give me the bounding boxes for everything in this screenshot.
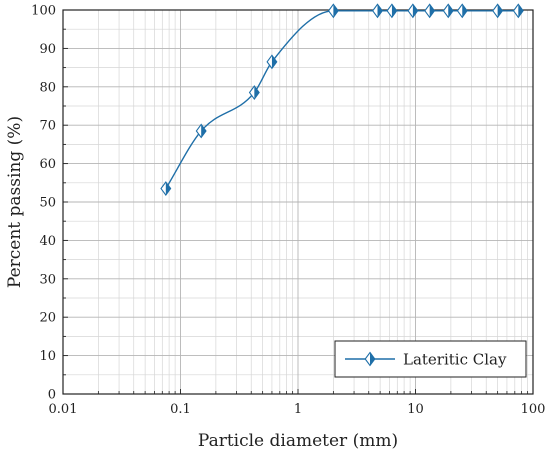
diamond-marker-fill [462, 4, 468, 18]
x-axis-title: Particle diameter (mm) [198, 431, 398, 451]
y-tick-label: 70 [39, 119, 56, 134]
data-point-marker [407, 3, 419, 19]
data-point-marker [248, 85, 260, 100]
x-tick-label: 1 [294, 402, 302, 417]
y-tick-label: 60 [39, 157, 56, 172]
diamond-marker-fill [370, 352, 375, 366]
diamond-marker-fill [333, 4, 339, 18]
diamond-marker-fill [518, 4, 524, 18]
axis-ticks [62, 9, 534, 395]
data-point-marker [512, 3, 524, 19]
legend-marker-icon [364, 351, 376, 367]
data-point-marker [442, 3, 454, 19]
legend: Lateritic Clay [334, 340, 527, 378]
y-tick-label: 10 [39, 349, 56, 364]
diamond-marker-fill [201, 124, 206, 138]
y-tick-label: 100 [31, 4, 56, 19]
data-point-marker [456, 3, 468, 19]
y-tick-label: 80 [39, 80, 56, 95]
legend-diamond-marker [364, 351, 376, 367]
x-tick-label: 0.1 [170, 402, 191, 417]
diamond-marker-fill [412, 4, 418, 18]
y-axis-title: Percent passing (%) [5, 116, 25, 288]
diamond-marker-fill [497, 4, 503, 18]
data-point-marker [424, 3, 436, 19]
x-tick-label: 10 [407, 402, 424, 417]
data-point-marker [195, 123, 207, 139]
diamond-marker-fill [377, 4, 383, 18]
y-tick-label: 50 [39, 196, 56, 211]
data-point-marker [160, 181, 172, 196]
y-tick-label: 30 [39, 272, 56, 287]
data-point-marker [492, 3, 504, 19]
diamond-marker-fill [271, 55, 277, 69]
diamond-marker-fill [165, 182, 171, 196]
data-point-marker [372, 3, 383, 19]
y-tick-label: 20 [39, 311, 56, 326]
y-tick-label: 40 [39, 234, 56, 249]
x-tick-label: 0.01 [49, 402, 78, 417]
series-line-lateritic-clay [165, 10, 519, 189]
x-tick-label: 100 [521, 402, 546, 417]
data-point-marker [266, 54, 278, 70]
diamond-marker-fill [429, 4, 435, 18]
data-point-marker [327, 3, 339, 19]
data-point-marker [386, 3, 398, 19]
y-axis-tick-labels: 0 10 20 30 40 50 60 70 80 90 100 [31, 4, 56, 403]
series-layer [160, 3, 524, 196]
legend-label: Lateritic Clay [403, 351, 507, 369]
diamond-marker-fill [448, 4, 454, 18]
y-tick-label: 90 [39, 42, 56, 57]
x-axis-tick-labels: 0.01 0.1 1 10 100 [49, 402, 546, 417]
diamond-marker-fill [391, 4, 397, 18]
y-tick-label: 0 [48, 388, 56, 403]
diamond-marker-fill [254, 86, 260, 100]
